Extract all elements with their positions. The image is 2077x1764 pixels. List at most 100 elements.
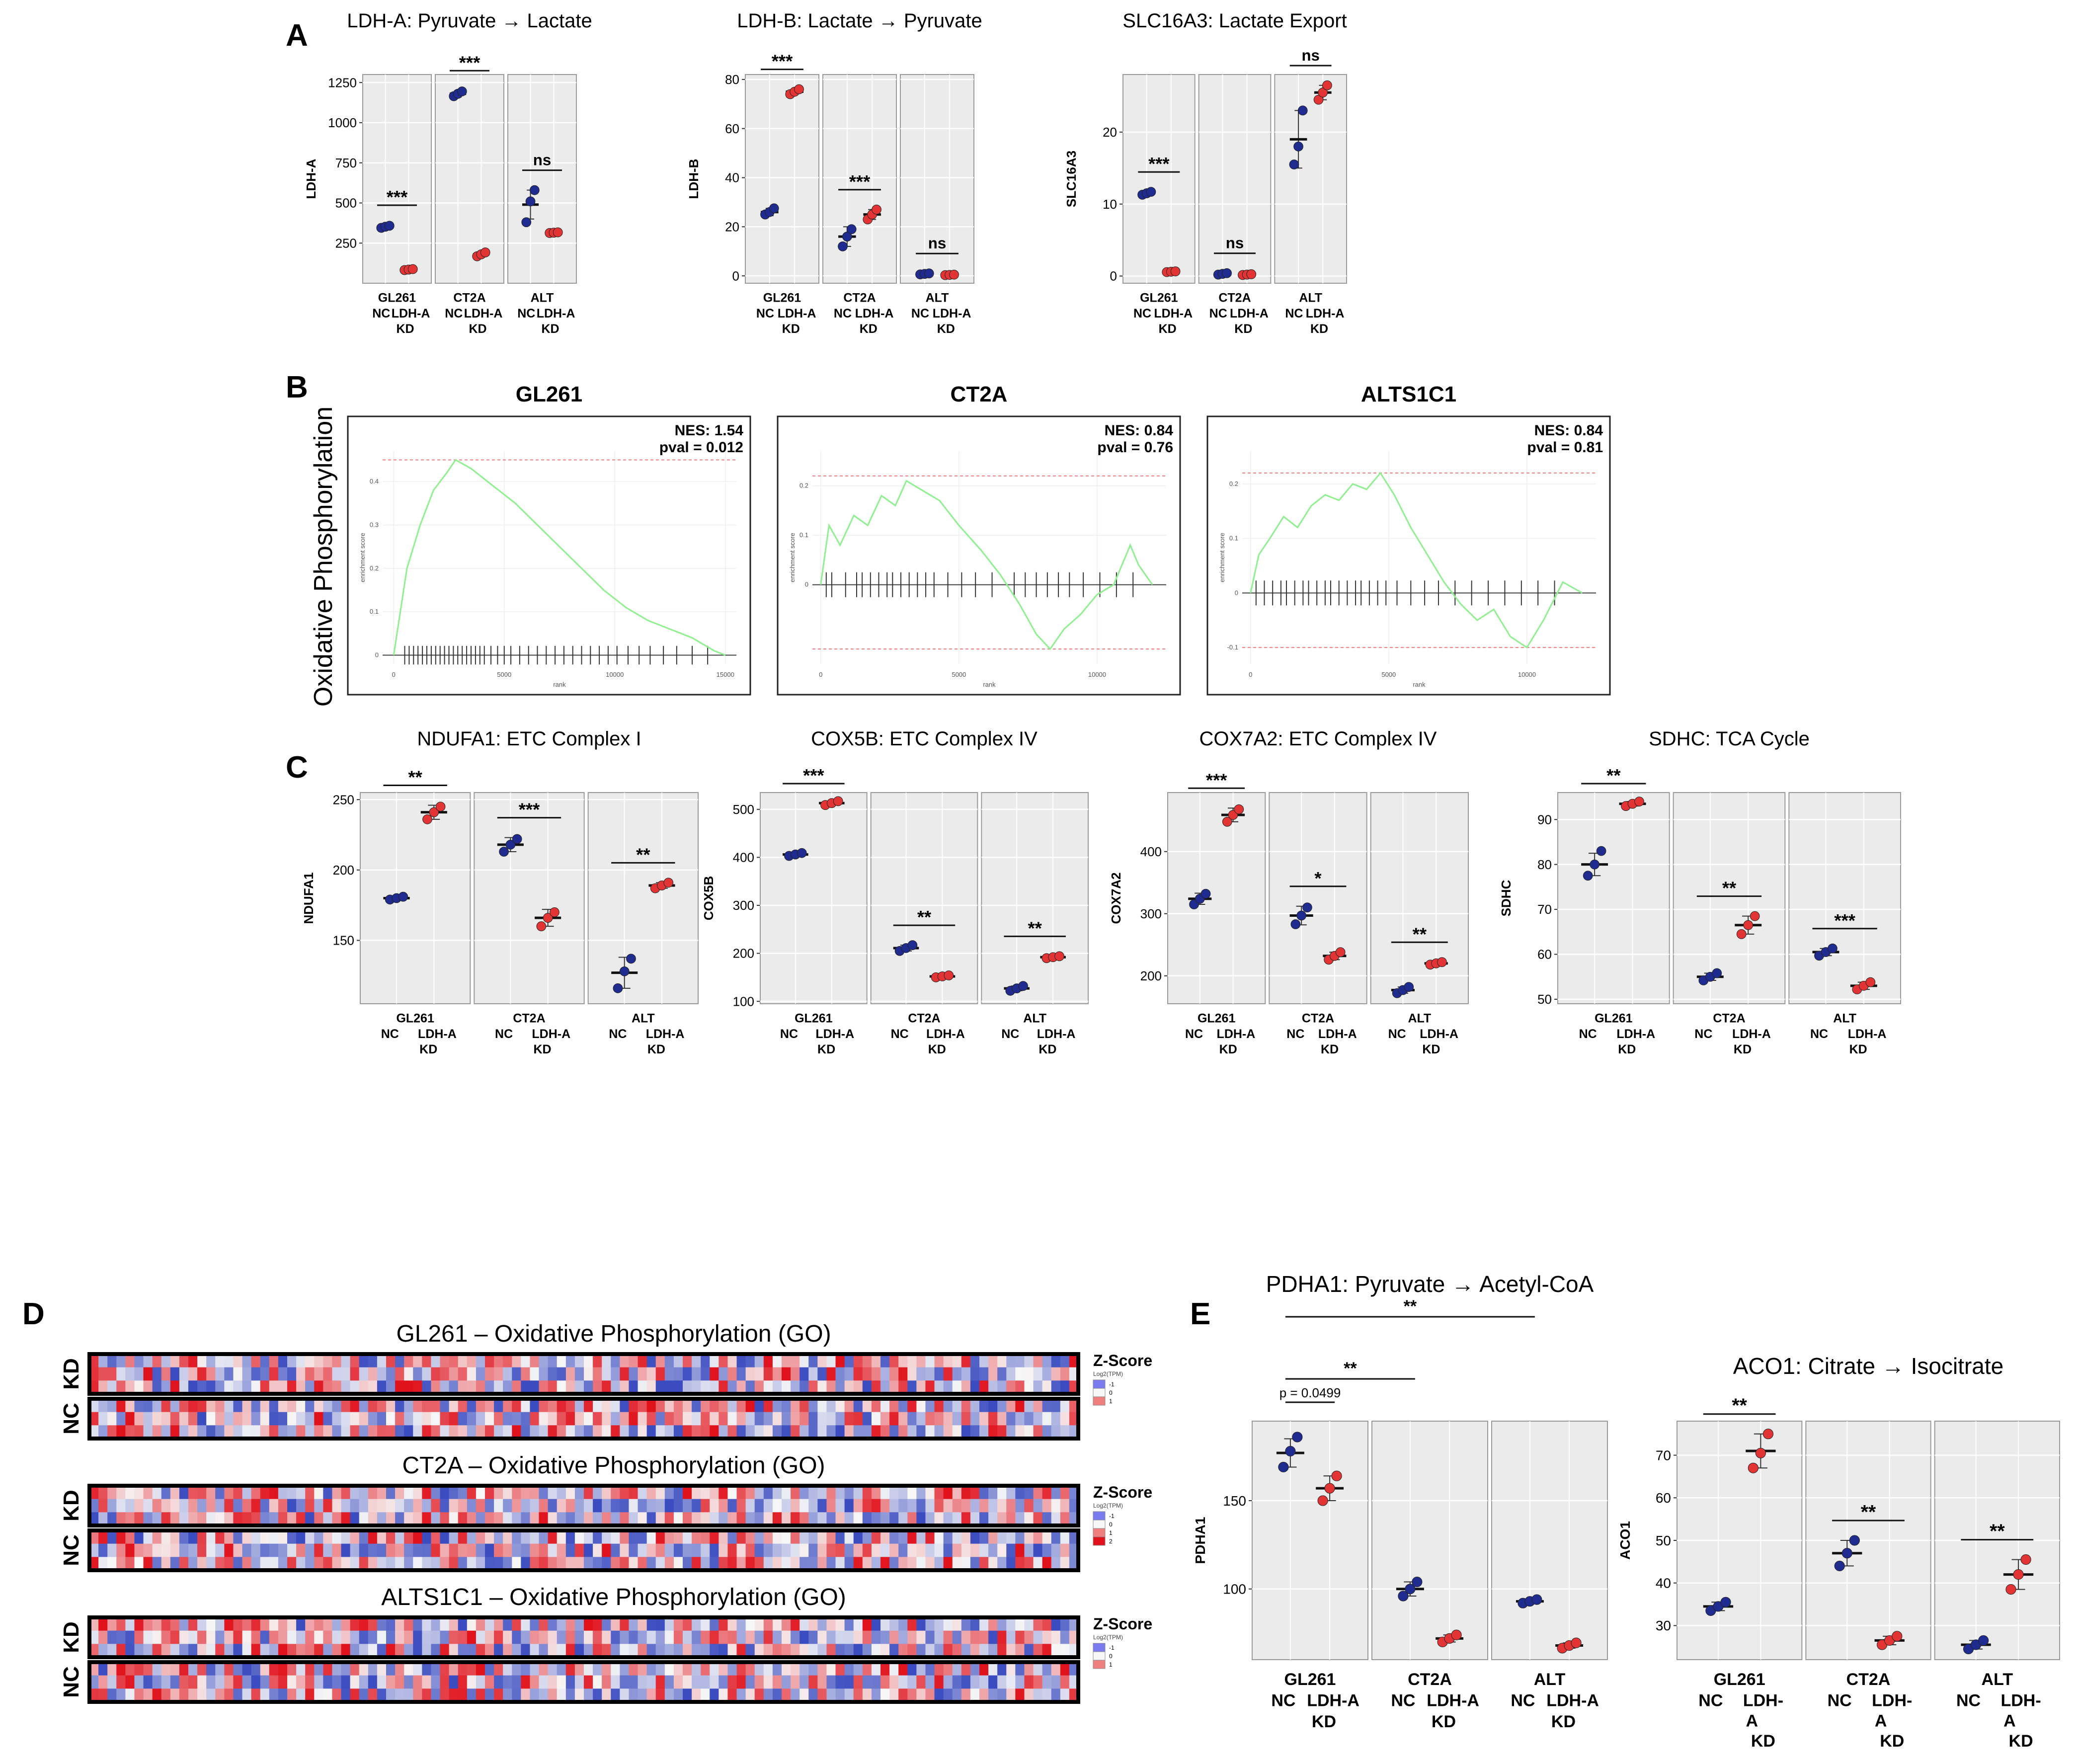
gsea-frame <box>347 415 751 696</box>
heatmap-cell <box>296 1644 306 1658</box>
heatmap-cell <box>826 1662 836 1676</box>
kd-data-point <box>550 907 559 917</box>
heatmap-cell <box>98 1354 108 1368</box>
heatmap-cell <box>1015 1630 1025 1644</box>
heatmap-cell <box>422 1617 432 1631</box>
heatmap-cell <box>521 1662 531 1676</box>
heatmap-cell <box>386 1367 396 1381</box>
heatmap-cell <box>808 1499 818 1513</box>
heatmap-cell <box>844 1486 854 1500</box>
heatmap-cell <box>359 1499 369 1513</box>
heatmap-cell <box>799 1512 809 1526</box>
heatmap-cell <box>565 1662 575 1676</box>
heatmap-cell <box>629 1354 639 1368</box>
heatmap-cell <box>961 1412 971 1426</box>
heatmap-cell <box>692 1644 701 1658</box>
y-tick-label: 500 <box>733 802 754 817</box>
heatmap-cell <box>701 1512 710 1526</box>
heatmap-cell <box>1015 1543 1025 1557</box>
heatmap-cell <box>458 1399 468 1413</box>
heatmap-cell <box>116 1425 126 1439</box>
heatmap-cell <box>440 1630 450 1644</box>
heatmap-cell <box>673 1380 683 1394</box>
heatmap-cell <box>934 1380 944 1394</box>
heatmap-cell <box>116 1354 126 1368</box>
heatmap-cell <box>907 1499 917 1513</box>
heatmap-cell <box>287 1688 297 1702</box>
nc-data-point <box>838 241 848 251</box>
heatmap-cell <box>979 1662 989 1676</box>
heatmap-cell <box>512 1512 521 1526</box>
heatmap-cell <box>710 1688 719 1702</box>
y-tick-label: 500 <box>335 196 357 211</box>
heatmap-cell <box>574 1499 584 1513</box>
heatmap-cell <box>530 1675 540 1689</box>
heatmap-cell <box>323 1512 333 1526</box>
heatmap-cell <box>736 1630 746 1644</box>
heatmap-cell <box>323 1688 333 1702</box>
heatmap-cell <box>413 1354 422 1368</box>
nc-data-point <box>769 203 779 214</box>
heatmap-cell <box>862 1499 872 1513</box>
heatmap-cell <box>404 1644 413 1658</box>
heatmap-cell <box>413 1662 422 1676</box>
heatmap-cell <box>233 1486 243 1500</box>
heatmap-cell <box>853 1644 863 1658</box>
y-tick-label: 70 <box>1537 902 1552 917</box>
heatmap-cell <box>206 1499 216 1513</box>
heatmap-cell <box>934 1662 944 1676</box>
heatmap-cell <box>224 1486 234 1500</box>
heatmap-cell <box>952 1688 962 1702</box>
heatmap-cell <box>521 1617 531 1631</box>
nc-data-point <box>525 196 536 207</box>
heatmap-cell <box>844 1617 854 1631</box>
heatmap-cell <box>898 1367 908 1381</box>
heatmap-cell <box>494 1412 503 1426</box>
heatmap-cell <box>350 1380 360 1394</box>
heatmap-cell <box>574 1662 584 1676</box>
heatmap-cell <box>916 1486 926 1500</box>
heatmap-cell <box>503 1688 512 1702</box>
heatmap-cell <box>422 1354 432 1368</box>
heatmap-cell <box>269 1425 279 1439</box>
heatmap-cell <box>692 1512 701 1526</box>
heatmap-cell <box>134 1530 144 1544</box>
facet-background <box>1269 792 1367 1004</box>
heatmap-cell <box>799 1662 809 1676</box>
heatmap-cell <box>143 1630 153 1644</box>
heatmap-cell <box>377 1367 387 1381</box>
heatmap-cell <box>215 1630 225 1644</box>
heatmap-cell <box>341 1543 351 1557</box>
heatmap-cell <box>701 1630 710 1644</box>
heatmap-cell <box>1042 1630 1052 1644</box>
heatmap-cell <box>386 1530 396 1544</box>
heatmap-cell <box>215 1557 225 1571</box>
heatmap-cell <box>323 1499 333 1513</box>
heatmap-cell <box>359 1630 369 1644</box>
nc-data-point <box>398 891 408 902</box>
nc-data-point <box>1302 902 1312 913</box>
heatmap-cell <box>997 1675 1007 1689</box>
heatmap-cell <box>323 1675 333 1689</box>
heatmap-cell <box>629 1530 639 1544</box>
gsea-y-tick-label: 0.4 <box>370 478 379 485</box>
heatmap-cell <box>934 1675 944 1689</box>
heatmap-cell <box>143 1662 153 1676</box>
heatmap-cell <box>242 1675 252 1689</box>
heatmap-cell <box>1015 1486 1025 1500</box>
heatmap-cell <box>871 1675 881 1689</box>
heatmap-cell <box>143 1675 153 1689</box>
heatmap-cell <box>413 1557 422 1571</box>
heatmap-cell <box>485 1530 494 1544</box>
heatmap-cell <box>314 1530 323 1544</box>
heatmap-cell <box>476 1675 485 1689</box>
nc-data-point <box>1290 919 1301 929</box>
heatmap-cell <box>485 1412 494 1426</box>
heatmap-cell <box>611 1557 620 1571</box>
gsea-x-tick-label: 10000 <box>1088 671 1106 678</box>
heatmap-cell <box>251 1617 261 1631</box>
chart-c3: COX7A2: ETC Complex IVCOX7A2200300400***… <box>1109 728 1469 1056</box>
heatmap-cell <box>1042 1512 1052 1526</box>
